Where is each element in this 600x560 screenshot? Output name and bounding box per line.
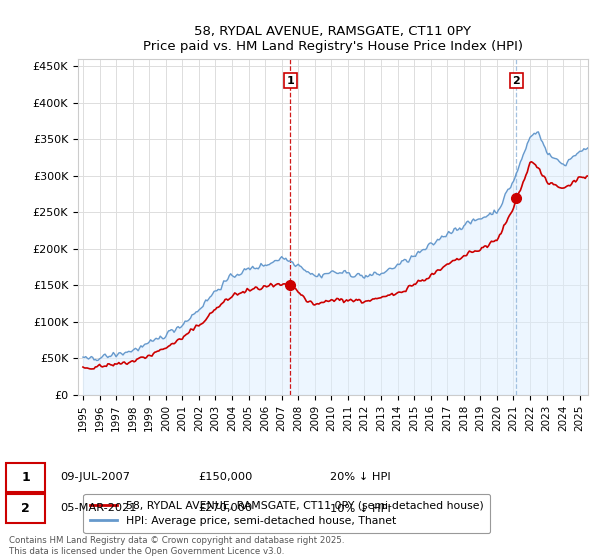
Legend: 58, RYDAL AVENUE, RAMSGATE, CT11 0PY (semi-detached house), HPI: Average price, : 58, RYDAL AVENUE, RAMSGATE, CT11 0PY (se… — [83, 494, 490, 533]
Text: 05-MAR-2021: 05-MAR-2021 — [60, 503, 137, 514]
Text: £270,000: £270,000 — [198, 503, 252, 514]
Title: 58, RYDAL AVENUE, RAMSGATE, CT11 0PY
Price paid vs. HM Land Registry's House Pri: 58, RYDAL AVENUE, RAMSGATE, CT11 0PY Pri… — [143, 25, 523, 53]
Text: 10% ↓ HPI: 10% ↓ HPI — [330, 503, 391, 514]
Text: 09-JUL-2007: 09-JUL-2007 — [60, 472, 130, 482]
Text: 2: 2 — [512, 76, 520, 86]
Text: 1: 1 — [21, 470, 30, 484]
Text: 1: 1 — [286, 76, 294, 86]
Text: £150,000: £150,000 — [198, 472, 253, 482]
Text: Contains HM Land Registry data © Crown copyright and database right 2025.
This d: Contains HM Land Registry data © Crown c… — [9, 536, 344, 556]
Text: 20% ↓ HPI: 20% ↓ HPI — [330, 472, 391, 482]
Text: 2: 2 — [21, 502, 30, 515]
